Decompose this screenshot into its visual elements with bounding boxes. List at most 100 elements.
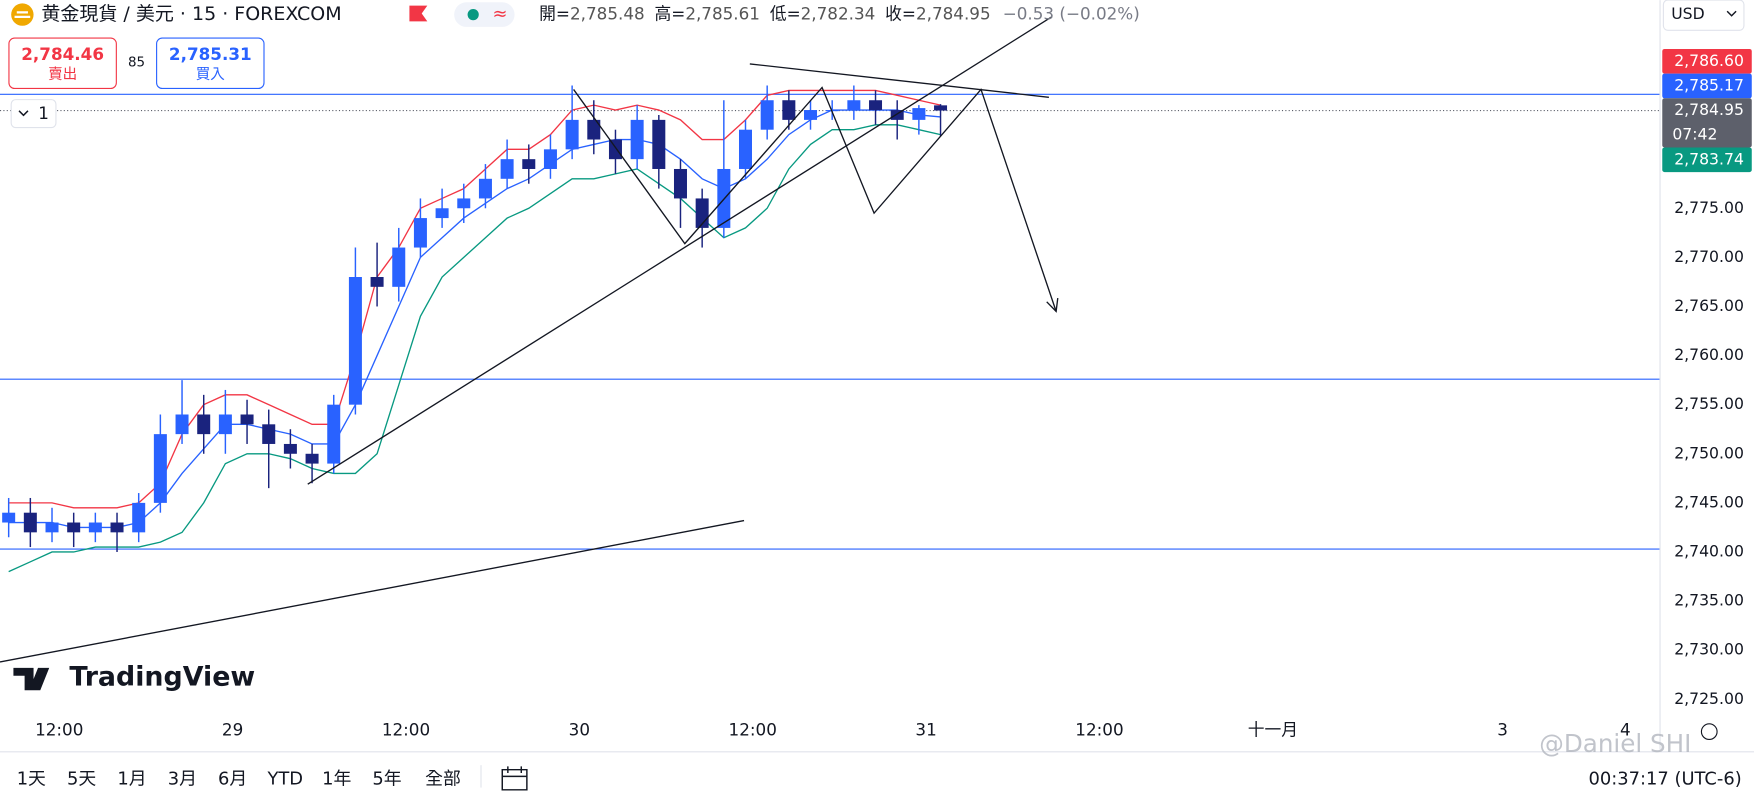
plot-area — [0, 16, 1661, 663]
band-line — [8, 124, 941, 573]
candle-body — [543, 149, 557, 169]
goto-date-icon[interactable] — [501, 766, 528, 791]
price-tag-label: 2,784.95 — [1674, 100, 1744, 119]
flag-icon[interactable] — [409, 5, 428, 22]
candle-body — [934, 105, 948, 111]
status-pill[interactable] — [454, 2, 515, 27]
trend-line — [307, 16, 1053, 485]
x-tick-label: 十一月 — [1248, 720, 1298, 740]
candle-body — [457, 198, 471, 209]
buy-button[interactable] — [156, 37, 265, 89]
candle-body — [23, 512, 37, 533]
chevron-icon — [1726, 10, 1737, 17]
sell-label: 賣出 — [48, 66, 77, 83]
y-tick-label: 2,730.00 — [1674, 640, 1744, 659]
ohlc-label: 低= — [770, 4, 801, 24]
trend-line — [573, 86, 1057, 312]
candle-body — [392, 247, 406, 287]
sell-button[interactable] — [8, 37, 117, 89]
candle-body — [847, 100, 861, 111]
logo-icon — [13, 667, 50, 691]
delay-icon: ≈ — [493, 4, 508, 25]
candle-body — [435, 208, 449, 219]
y-tick-label: 2,765.00 — [1674, 296, 1744, 315]
indicator-count: 1 — [38, 103, 49, 123]
candle-body — [587, 119, 601, 140]
ohlc-value: 2,784.95 — [916, 4, 991, 24]
candle-body — [67, 522, 81, 533]
candle-body — [283, 443, 297, 454]
ohlc-label: 高= — [654, 4, 685, 24]
range-button[interactable]: YTD — [266, 769, 303, 790]
x-tick-label: 30 — [569, 720, 590, 740]
trend-line — [749, 63, 1049, 98]
x-tick-label: 29 — [222, 720, 243, 740]
candle-body — [912, 108, 926, 120]
range-button[interactable]: 5天 — [67, 769, 96, 790]
y-tick-label: 2,775.00 — [1674, 198, 1744, 217]
symbol-title[interactable]: 黄金現貨 / 美元 · 15 · FOREXCOM — [41, 3, 341, 25]
logo-text[interactable]: TradingView — [69, 661, 255, 692]
candle-body — [348, 277, 362, 405]
y-tick-label: 2,745.00 — [1674, 492, 1744, 511]
candle-body — [88, 522, 102, 533]
ohlc-value: 2,782.34 — [801, 4, 876, 24]
price-tag — [1662, 98, 1752, 148]
candle-body — [760, 100, 774, 130]
range-button[interactable]: 1天 — [17, 769, 46, 790]
candle-body — [565, 119, 579, 150]
candle-body — [110, 522, 124, 533]
price-tag — [1662, 49, 1752, 74]
ohlc-value: 2,785.61 — [685, 4, 760, 24]
range-button[interactable]: 5年 — [372, 769, 401, 790]
chevron-icon — [18, 110, 29, 117]
currency-button[interactable] — [1662, 0, 1745, 31]
countdown: 07:42 — [1672, 125, 1717, 144]
buy-price: 2,785.31 — [169, 44, 252, 64]
price-tag — [1662, 147, 1752, 173]
candle-body — [478, 178, 492, 199]
x-tick-label: 3 — [1497, 720, 1508, 740]
y-tick-label: 2,755.00 — [1674, 394, 1744, 413]
candle-body — [2, 512, 16, 523]
ohlc-legend: 開=2,785.48 高=2,785.61 低=2,782.34 收=2,784… — [539, 4, 1140, 24]
candle-body — [370, 277, 384, 287]
ohlc-value: 2,785.48 — [570, 4, 645, 24]
candle-body — [132, 502, 146, 533]
x-tick-label: 12:00 — [1075, 720, 1123, 740]
candle-body — [413, 218, 427, 248]
candle-body — [327, 404, 341, 464]
candle-body — [673, 168, 687, 199]
candle-body — [175, 414, 189, 435]
indicator-toggle[interactable] — [10, 99, 57, 129]
x-tick-label: 12:00 — [382, 720, 430, 740]
y-tick-label: 2,760.00 — [1674, 345, 1744, 364]
range-button[interactable]: 1月 — [117, 769, 146, 790]
range-button[interactable]: 6月 — [218, 769, 247, 790]
symbol-icon — [11, 3, 34, 26]
price-tag-label: 2,785.17 — [1674, 75, 1744, 94]
y-tick-label: 2,740.00 — [1674, 541, 1744, 560]
clock: 00:37:17 (UTC-6) — [1589, 769, 1742, 790]
candle-body — [869, 100, 883, 111]
currency: USD — [1671, 4, 1704, 23]
price-tag-label: 2,783.74 — [1674, 149, 1744, 168]
candle-body — [218, 414, 232, 435]
x-tick-label: 12:00 — [729, 720, 777, 740]
range-button[interactable]: 3月 — [168, 769, 197, 790]
candle-body — [608, 139, 622, 160]
y-tick-label: 2,725.00 — [1674, 689, 1744, 708]
candle-body — [738, 129, 753, 169]
spread: 85 — [128, 56, 145, 71]
candle-body — [153, 434, 167, 503]
settings-icon[interactable] — [1700, 723, 1718, 741]
arrow-head — [1046, 297, 1059, 313]
range-button[interactable]: 1年 — [322, 769, 351, 790]
range-button[interactable]: 全部 — [425, 769, 461, 790]
candle-body — [197, 414, 211, 435]
candle-body — [240, 414, 254, 425]
watermark: @Daniel SHI — [1539, 729, 1691, 758]
x-tick-label: 12:00 — [35, 720, 83, 740]
price-tag-label: 2,786.60 — [1674, 51, 1744, 70]
